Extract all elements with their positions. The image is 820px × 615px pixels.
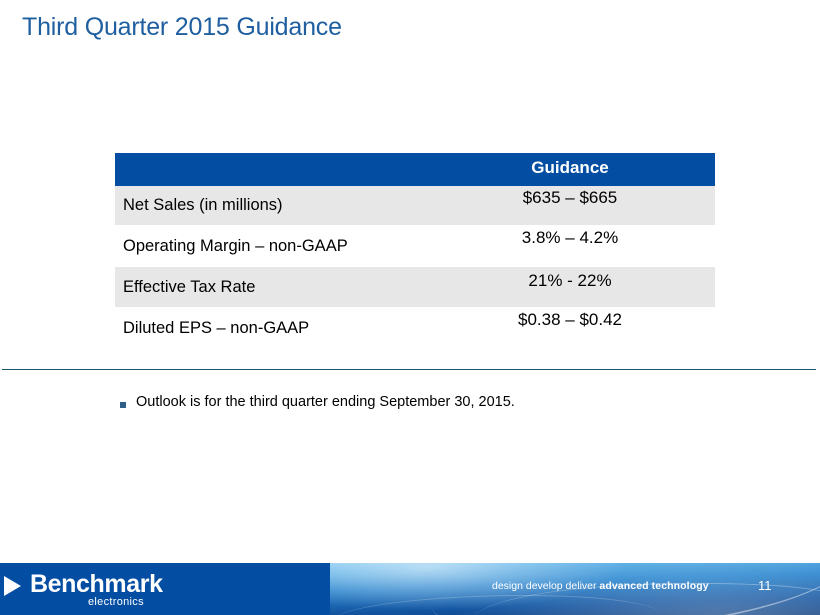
table-row: Net Sales (in millions) $635 – $665 bbox=[115, 186, 715, 225]
row-label-effective-tax-rate: Effective Tax Rate bbox=[123, 277, 256, 296]
table-row: Effective Tax Rate 21% - 22% bbox=[115, 267, 715, 307]
guidance-table: Guidance Net Sales (in millions) $635 – … bbox=[115, 153, 715, 349]
row-label-net-sales: Net Sales (in millions) bbox=[123, 196, 283, 214]
tagline-light-text: design develop deliver bbox=[492, 580, 600, 592]
logo-subtitle: electronics bbox=[88, 596, 144, 608]
horizontal-divider bbox=[2, 369, 816, 370]
table-header-guidance-cell: Guidance bbox=[531, 158, 609, 177]
footer-tagline: design develop deliver advanced technolo… bbox=[492, 580, 709, 592]
tagline-bold-text: advanced technology bbox=[599, 580, 709, 592]
row-value-net-sales: $635 – $665 bbox=[522, 188, 618, 207]
row-value-diluted-eps: $0.38 – $0.42 bbox=[518, 310, 622, 329]
page-title: Third Quarter 2015 Guidance bbox=[22, 13, 342, 41]
slide-footer: Benchmark electronics design develop del… bbox=[0, 563, 820, 615]
row-value-operating-margin: 3.8% – 4.2% bbox=[521, 228, 619, 247]
footer-logo-block bbox=[0, 563, 330, 615]
row-label-operating-margin: Operating Margin – non-GAAP bbox=[123, 236, 348, 255]
row-label-diluted-eps: Diluted EPS – non-GAAP bbox=[123, 318, 310, 337]
footnote-text: Outlook is for the third quarter ending … bbox=[136, 394, 515, 410]
table-row: Operating Margin – non-GAAP 3.8% – 4.2% bbox=[115, 225, 715, 267]
table-header-row: Guidance bbox=[115, 153, 715, 186]
bullet-square-icon bbox=[120, 402, 126, 408]
table-row: Diluted EPS – non-GAAP $0.38 – $0.42 bbox=[115, 307, 715, 349]
row-value-effective-tax-rate: 21% - 22% bbox=[528, 271, 612, 290]
benchmark-logo: Benchmark electronics bbox=[0, 563, 330, 615]
logo-wordmark: Benchmark bbox=[30, 570, 163, 598]
page-number: 11 bbox=[758, 578, 772, 593]
footnote: Outlook is for the third quarter ending … bbox=[120, 394, 515, 410]
triangle-arrow-icon bbox=[4, 576, 21, 596]
